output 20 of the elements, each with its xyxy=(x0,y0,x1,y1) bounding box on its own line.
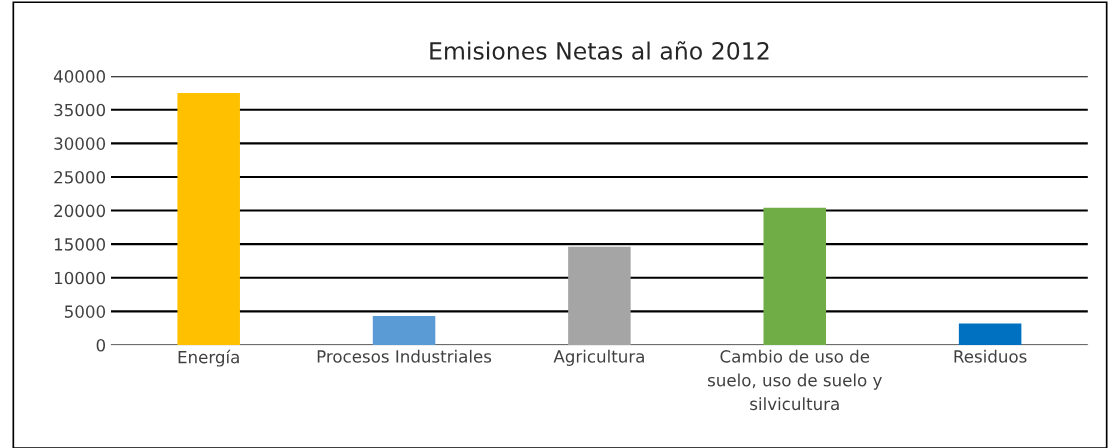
y-tick-label: 40000 xyxy=(53,70,106,83)
bar xyxy=(958,323,1022,345)
x-tick-label: Agricultura xyxy=(553,349,644,366)
y-tick-label: 0 xyxy=(96,338,106,352)
x-tick-label: Energía xyxy=(178,349,239,367)
y-tick-label: 30000 xyxy=(54,137,106,150)
x-tick-label: Procesos Industriales xyxy=(317,349,492,363)
x-tick-label: Residuos xyxy=(954,349,1027,363)
y-tick-label: 15000 xyxy=(54,238,106,251)
y-tick-label: 35000 xyxy=(54,103,106,117)
x-tick-label: Cambio de uso de suelo, uso de suelo y silvicultura xyxy=(708,349,882,411)
y-tick-label: 10000 xyxy=(54,271,106,285)
bar xyxy=(177,92,240,345)
y-tick-label: 5000 xyxy=(65,305,106,318)
bar xyxy=(372,316,436,345)
y-tick-label: 20000 xyxy=(54,204,106,218)
bar xyxy=(763,207,827,345)
chart-title: Emisiones Netas al año 2012 xyxy=(430,41,769,60)
bar xyxy=(568,246,631,345)
y-tick-label: 25000 xyxy=(54,170,106,184)
